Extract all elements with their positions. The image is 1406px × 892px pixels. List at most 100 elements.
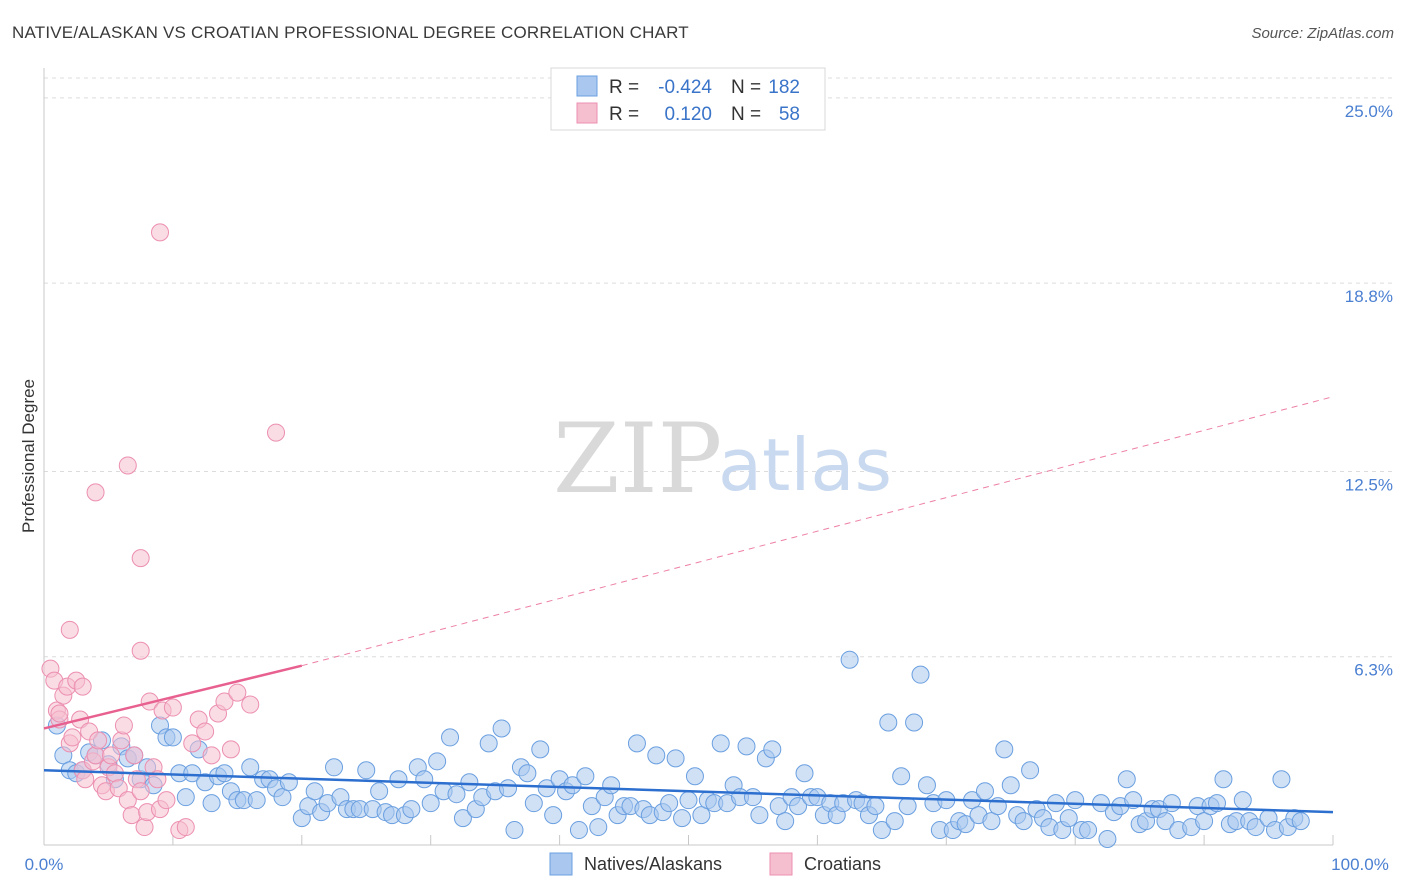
point-natives-alaskans	[879, 713, 898, 732]
legend-n-label-blue: N =	[731, 77, 761, 98]
trend-line-natives-alaskans	[43, 769, 1334, 814]
stats-legend: R = -0.424 N = 182 R = 0.120 N = 58	[550, 67, 826, 131]
point-natives-alaskans	[840, 650, 859, 669]
point-natives-alaskans	[247, 791, 266, 810]
point-natives-alaskans	[995, 740, 1014, 759]
point-natives-alaskans	[956, 815, 975, 834]
point-natives-alaskans	[389, 770, 408, 789]
point-natives-alaskans	[1059, 809, 1078, 828]
point-natives-alaskans	[892, 767, 911, 786]
point-natives-alaskans	[582, 797, 601, 816]
point-natives-alaskans	[602, 776, 621, 795]
x-tick-marks	[43, 835, 1334, 845]
point-natives-alaskans	[737, 737, 756, 756]
point-natives-alaskans	[763, 740, 782, 759]
point-natives-alaskans	[1291, 812, 1310, 831]
point-natives-alaskans	[415, 770, 434, 789]
point-croatians	[131, 549, 150, 568]
point-natives-alaskans	[544, 806, 563, 825]
y-tick-label: 6.3%	[1354, 661, 1393, 680]
point-natives-alaskans	[692, 806, 711, 825]
point-croatians	[151, 223, 170, 242]
point-natives-alaskans	[898, 797, 917, 816]
point-croatians	[215, 692, 234, 711]
point-natives-alaskans	[679, 791, 698, 810]
point-natives-alaskans	[1098, 830, 1117, 849]
point-natives-alaskans	[1079, 821, 1098, 840]
point-natives-alaskans	[1021, 761, 1040, 780]
watermark-zip: ZIP	[553, 403, 722, 515]
point-natives-alaskans	[673, 809, 692, 828]
point-natives-alaskans	[1214, 770, 1233, 789]
point-croatians	[86, 483, 105, 502]
point-croatians	[176, 818, 195, 837]
point-natives-alaskans	[479, 734, 498, 753]
point-natives-alaskans	[505, 821, 524, 840]
point-croatians	[76, 770, 95, 789]
point-croatians	[163, 698, 182, 717]
point-croatians	[114, 716, 133, 735]
point-natives-alaskans	[917, 776, 936, 795]
point-croatians	[131, 641, 150, 660]
point-natives-alaskans	[524, 794, 543, 813]
point-croatians	[50, 704, 69, 723]
point-natives-alaskans	[911, 665, 930, 684]
y-tick-label: 12.5%	[1345, 475, 1393, 494]
point-croatians	[131, 782, 150, 801]
point-natives-alaskans	[447, 785, 466, 804]
point-natives-alaskans	[499, 779, 518, 798]
y-tick-label: 18.8%	[1345, 287, 1393, 306]
point-natives-alaskans	[202, 794, 221, 813]
point-natives-alaskans	[279, 773, 298, 792]
point-natives-alaskans	[453, 809, 472, 828]
point-natives-alaskans	[241, 758, 260, 777]
series-croatians	[41, 223, 286, 840]
point-croatians	[196, 722, 215, 741]
point-natives-alaskans	[273, 788, 292, 807]
point-natives-alaskans	[743, 788, 762, 807]
point-natives-alaskans	[1195, 812, 1214, 831]
legend-n-value-pink: 58	[779, 104, 800, 125]
bottom-legend-swatch-natives	[549, 852, 573, 876]
point-natives-alaskans	[1246, 818, 1265, 837]
point-croatians	[73, 677, 92, 696]
point-natives-alaskans	[576, 767, 595, 786]
point-natives-alaskans	[589, 818, 608, 837]
series-legend: Natives/Alaskans Croatians	[549, 852, 881, 876]
point-croatians	[86, 746, 105, 765]
point-croatians	[102, 746, 121, 765]
point-natives-alaskans	[325, 758, 344, 777]
point-natives-alaskans	[660, 794, 679, 813]
point-natives-alaskans	[215, 764, 234, 783]
point-natives-alaskans	[776, 812, 795, 831]
point-natives-alaskans	[1162, 794, 1181, 813]
bottom-legend-label-croatians: Croatians	[804, 854, 881, 874]
point-croatians	[135, 818, 154, 837]
point-natives-alaskans	[750, 806, 769, 825]
point-natives-alaskans	[537, 779, 556, 798]
point-natives-alaskans	[905, 713, 924, 732]
grid	[44, 77, 1393, 658]
point-natives-alaskans	[1272, 770, 1291, 789]
point-natives-alaskans	[357, 761, 376, 780]
point-natives-alaskans	[711, 734, 730, 753]
point-croatians	[183, 734, 202, 753]
legend-n-label-pink: N =	[731, 104, 761, 125]
point-croatians	[89, 731, 108, 750]
point-natives-alaskans	[428, 752, 447, 771]
x-tick-label-max: 100.0%	[1331, 855, 1389, 874]
legend-r-value-blue: -0.424	[658, 77, 712, 98]
y-axis-label: Professional Degree	[19, 379, 38, 533]
point-natives-alaskans	[1066, 791, 1085, 810]
point-natives-alaskans	[1014, 812, 1033, 831]
point-croatians	[109, 779, 128, 798]
x-tick-label-min: 0.0%	[25, 855, 64, 874]
point-croatians	[221, 740, 240, 759]
point-croatians	[267, 423, 286, 442]
bottom-legend-label-natives: Natives/Alaskans	[584, 854, 722, 874]
point-natives-alaskans	[982, 812, 1001, 831]
point-natives-alaskans	[795, 764, 814, 783]
point-natives-alaskans	[627, 734, 646, 753]
y-tick-label: 25.0%	[1345, 102, 1393, 121]
